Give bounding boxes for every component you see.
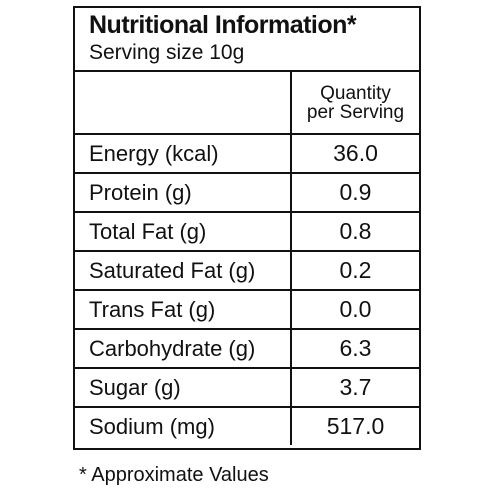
nutrient-name: Carbohydrate (g): [75, 328, 292, 368]
nutrient-value: 0.9: [291, 172, 419, 212]
table-row: Energy (kcal) 36.0: [75, 133, 419, 173]
nutrient-name: Saturated Fat (g): [75, 250, 292, 290]
nutrient-name: Sugar (g): [75, 367, 292, 407]
table-header-row: Quantity per Serving: [75, 72, 419, 134]
label-title: Nutritional Information*: [89, 11, 357, 39]
table-row: Carbohydrate (g) 6.3: [75, 328, 419, 368]
quantity-header-line2: per Serving: [306, 101, 405, 123]
table-row: Sugar (g) 3.7: [75, 367, 419, 407]
nutrient-value: 517.0: [291, 406, 419, 445]
table-row: Total Fat (g) 0.8: [75, 211, 419, 251]
nutrient-value: 0.0: [291, 289, 419, 329]
nutrient-name: Trans Fat (g): [75, 289, 292, 329]
nutrient-name: Total Fat (g): [75, 211, 292, 251]
nutrient-column-header: [75, 72, 292, 134]
nutrition-label: Nutritional Information* Serving size 10…: [73, 6, 421, 450]
nutrient-value: 36.0: [291, 133, 419, 173]
quantity-column-header: Quantity per Serving: [291, 72, 419, 134]
nutrient-name: Energy (kcal): [75, 133, 292, 173]
nutrient-value: 0.2: [291, 250, 419, 290]
footnote: * Approximate Values: [79, 464, 269, 486]
serving-size: Serving size 10g: [89, 41, 245, 64]
nutrient-value: 0.8: [291, 211, 419, 251]
nutrient-name: Protein (g): [75, 172, 292, 212]
nutrition-table: Quantity per Serving Energy (kcal) 36.0 …: [75, 72, 419, 445]
nutrient-value: 3.7: [291, 367, 419, 407]
table-row: Trans Fat (g) 0.0: [75, 289, 419, 329]
nutrient-name: Sodium (mg): [75, 406, 292, 445]
table-row: Saturated Fat (g) 0.2: [75, 250, 419, 290]
label-header: Nutritional Information* Serving size 10…: [75, 8, 419, 72]
table-row: Sodium (mg) 517.0: [75, 406, 419, 445]
table-row: Protein (g) 0.9: [75, 172, 419, 212]
nutrient-value: 6.3: [291, 328, 419, 368]
quantity-header-line1: Quantity: [320, 82, 391, 104]
